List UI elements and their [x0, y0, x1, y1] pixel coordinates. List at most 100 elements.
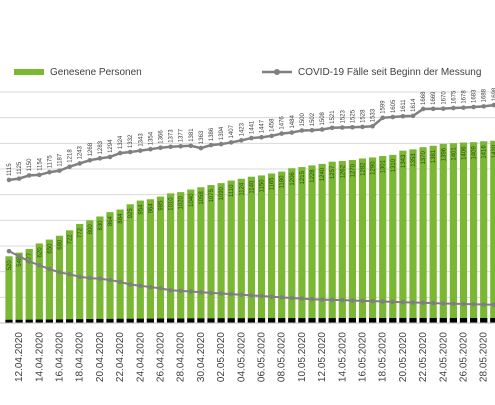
- line-value-label: 1476: [280, 116, 286, 130]
- cumulative-cases-line-point: [158, 145, 163, 150]
- bar-value-label: 954: [138, 204, 144, 215]
- active-cases-line-point: [350, 298, 355, 303]
- cumulative-cases-line-point: [67, 164, 72, 169]
- active-cases-line-point: [229, 292, 234, 297]
- active-cases-line-point: [128, 282, 133, 287]
- line-value-label: 1343: [138, 133, 144, 147]
- deaths-bar: [147, 319, 154, 323]
- active-cases-line-point: [340, 298, 345, 303]
- cumulative-cases-line-point: [290, 130, 295, 135]
- bar-value-label: 1110: [229, 184, 235, 197]
- cumulative-cases-line-point: [330, 126, 335, 131]
- bar: [228, 181, 235, 323]
- bar-value-label: 985: [159, 200, 165, 211]
- line-value-label: 1115: [7, 163, 13, 176]
- bar-value-label: 1090: [219, 186, 225, 200]
- bar-value-label: 772: [78, 227, 84, 238]
- active-cases-line-point: [17, 254, 22, 259]
- active-cases-line-point: [269, 294, 274, 299]
- cumulative-cases-line-point: [138, 148, 143, 153]
- bar-value-label: 520: [7, 260, 13, 271]
- cumulative-cases-line-point: [128, 150, 133, 155]
- line-value-label: 1458: [270, 118, 276, 132]
- active-cases-line-point: [481, 302, 486, 307]
- bar-value-label: 1381: [431, 149, 437, 163]
- legend-line-marker: [274, 69, 280, 75]
- line-value-label: 1669: [431, 91, 437, 105]
- deaths-bar: [278, 318, 285, 323]
- line-value-label: 1502: [310, 112, 316, 126]
- bar: [167, 193, 174, 323]
- deaths-bar: [177, 319, 184, 323]
- bar-value-label: 1343: [401, 154, 407, 168]
- bar: [440, 144, 447, 323]
- line-value-label: 1354: [148, 131, 154, 145]
- x-tick-label: 28.05.2020: [479, 332, 490, 382]
- cumulative-cases-line-point: [411, 114, 416, 119]
- x-tick-label: 06.05.2020: [257, 332, 268, 382]
- bar-value-label: 1010: [169, 197, 175, 211]
- bar-value-label: 1040: [189, 193, 195, 207]
- deaths-bar: [117, 319, 124, 323]
- bar-value-label: 1409: [472, 146, 478, 160]
- bar-value-label: 1353: [411, 153, 417, 167]
- cumulative-cases-line-point: [37, 173, 42, 178]
- cumulative-cases-line-point: [229, 140, 234, 145]
- deaths-bar: [490, 318, 495, 323]
- active-cases-line-point: [88, 276, 93, 281]
- deaths-bar: [127, 319, 134, 323]
- cumulative-cases-line-point: [431, 107, 436, 112]
- bar-value-label: 722: [68, 234, 74, 245]
- bar: [359, 158, 366, 323]
- cumulative-cases-line-point: [17, 176, 22, 181]
- line-value-label: 1614: [411, 98, 417, 112]
- active-cases-line-point: [259, 294, 264, 299]
- x-tick-label: 24.05.2020: [438, 332, 449, 382]
- bar-value-label: 864: [108, 215, 114, 226]
- bar-value-label: 1165: [270, 177, 276, 191]
- bar-value-label: 1124: [239, 182, 245, 196]
- bar-value-label: 1228: [310, 169, 316, 183]
- cumulative-cases-line-point: [249, 136, 254, 141]
- deaths-bar: [379, 318, 386, 323]
- bar-value-label: 1282: [361, 162, 367, 176]
- deaths-bar: [460, 318, 467, 323]
- legend-line-label: COVID-19 Fälle seit Beginn der Messung: [298, 67, 481, 78]
- legend-bar-swatch: [14, 69, 44, 75]
- line-value-label: 1363: [199, 130, 205, 144]
- active-cases-line-point: [451, 301, 456, 306]
- x-tick-label: 14.04.2020: [34, 332, 45, 382]
- deaths-bar: [137, 319, 144, 323]
- bar-value-label: 884: [118, 213, 124, 224]
- bar: [258, 175, 265, 323]
- active-cases-line-point: [239, 292, 244, 297]
- x-tick-label: 10.05.2020: [297, 332, 308, 382]
- active-cases-line-point: [219, 291, 224, 296]
- deaths-bar: [66, 319, 73, 323]
- deaths-bar: [86, 319, 93, 323]
- cumulative-cases-line-point: [269, 134, 274, 139]
- active-cases-line-point: [209, 291, 214, 296]
- active-cases-line-point: [380, 299, 385, 304]
- bar-value-label: 1058: [199, 191, 205, 205]
- deaths-bar: [399, 318, 406, 323]
- x-tick-label: 12.04.2020: [14, 332, 25, 382]
- active-cases-line-point: [108, 278, 113, 283]
- line-value-label: 1373: [169, 129, 175, 143]
- bar: [117, 210, 124, 323]
- bar: [460, 143, 467, 323]
- line-value-label: 1668: [421, 91, 427, 105]
- bar-value-label: 650: [47, 243, 53, 254]
- active-cases-line-point: [360, 299, 365, 304]
- active-cases-line-point: [47, 267, 52, 272]
- x-tick-label: 26.04.2020: [156, 332, 167, 382]
- bar: [480, 141, 487, 323]
- bar: [157, 197, 164, 323]
- cumulative-cases-line-point: [421, 107, 426, 112]
- line-value-label: 1377: [179, 128, 185, 142]
- active-cases-line-point: [158, 286, 163, 291]
- deaths-bar: [157, 319, 164, 323]
- active-cases-line-point: [401, 300, 406, 305]
- bar: [248, 177, 255, 323]
